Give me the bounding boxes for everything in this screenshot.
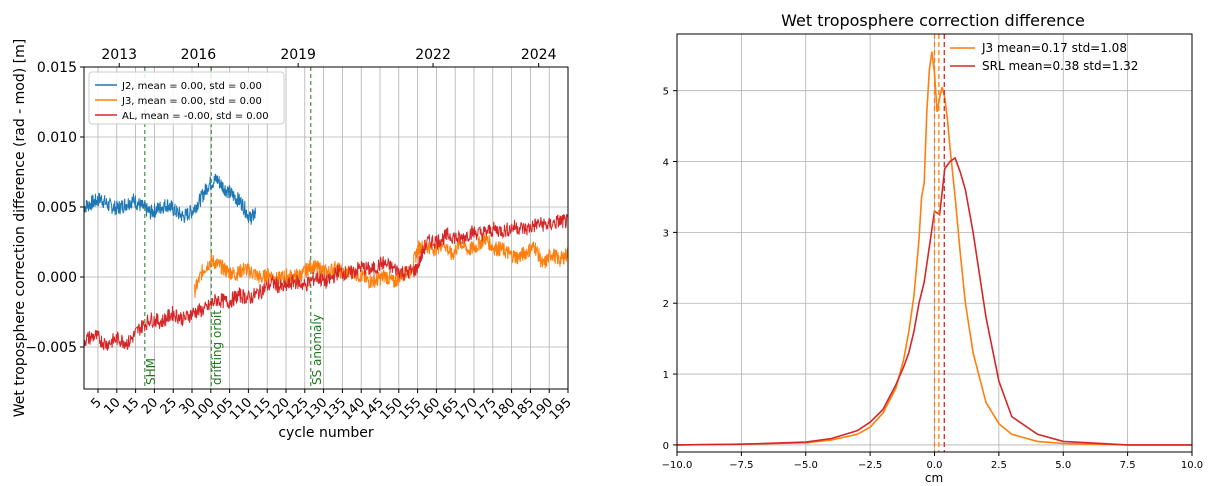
- left-legend-label: AL, mean = -0.00, std = 0.00: [122, 111, 269, 122]
- right-y-tick-label: 4: [663, 158, 669, 169]
- left-series-line: [194, 232, 569, 298]
- right-series-line: [676, 51, 1192, 446]
- right-x-tick-label: −5.0: [794, 460, 818, 471]
- left-event-label: SHM: [144, 358, 158, 385]
- right-mean-lines: [933, 34, 945, 452]
- left-ylabel: Wet troposphere correction difference (r…: [12, 39, 28, 417]
- left-legend-box: [88, 71, 285, 125]
- left-series-line: [83, 213, 569, 351]
- right-y-tick-label: 2: [663, 299, 669, 310]
- right-x-ticks: −10.0 −7.5 −5.0 −2.5 0.0 2.5 5.0 7.5 10.0: [662, 452, 1203, 471]
- left-y-tick-label: 0.005: [37, 200, 77, 216]
- left-event-label: SS anomaly: [310, 314, 324, 385]
- left-y-tick-label: 0.010: [37, 130, 77, 146]
- right-y-tick-label: 3: [663, 228, 669, 239]
- right-title: Wet troposphere correction difference: [781, 11, 1085, 30]
- right-x-tick-label: −10.0: [662, 460, 693, 471]
- right-x-tick-label: 2.5: [991, 460, 1007, 471]
- left-top-tick-label: 2019: [280, 47, 316, 63]
- left-top-x-ticks: 2013 2016 2019 2022 2024: [101, 47, 557, 67]
- left-series: [83, 173, 569, 351]
- right-x-tick-label: 0.0: [927, 460, 943, 471]
- left-top-tick-label: 2016: [181, 47, 217, 63]
- right-x-tick-label: −2.5: [858, 460, 882, 471]
- left-event-lines: SHM drifting orbit SS anomaly: [144, 67, 324, 389]
- right-x-tick-label: 5.0: [1055, 460, 1071, 471]
- left-plot-frame: [83, 66, 569, 390]
- right-legend-label: J3 mean=0.17 std=1.08: [981, 41, 1127, 55]
- left-legend: J2, mean = 0.00, std = 0.00 J3, mean = 0.…: [88, 71, 285, 125]
- left-event-label: drifting orbit: [210, 310, 224, 385]
- left-series-line: [83, 173, 256, 225]
- left-x-ticks: 5101520253010010511011512012513013514014…: [88, 389, 575, 423]
- left-top-tick-label: 2024: [521, 47, 557, 63]
- left-top-tick-label: 2013: [101, 47, 137, 63]
- left-y-tick-label: 0.000: [37, 270, 77, 286]
- left-top-tick-label: 2022: [415, 47, 451, 63]
- right-legend: J3 mean=0.17 std=1.08 SRL mean=0.38 std=1…: [950, 41, 1138, 73]
- right-y-ticks: 0 1 2 3 4 5: [663, 87, 677, 452]
- right-y-tick-label: 5: [663, 87, 669, 98]
- left-legend-label: J2, mean = 0.00, std = 0.00: [121, 81, 262, 92]
- left-y-ticks: 0.015 0.010 0.005 0.000 −0.005: [25, 60, 84, 356]
- right-x-tick-label: −7.5: [729, 460, 753, 471]
- left-x-tick-label: 195: [547, 395, 575, 423]
- left-y-tick-label: −0.005: [25, 340, 77, 356]
- left-y-tick-label: 0.015: [37, 60, 77, 76]
- right-chart: Wet troposphere correction difference 0 1…: [662, 11, 1203, 485]
- right-y-tick-label: 1: [663, 370, 669, 381]
- left-chart: SHM drifting orbit SS anomaly 0.0150.0100.…: [12, 39, 575, 441]
- right-xlabel: cm: [925, 471, 943, 485]
- right-x-tick-label: 7.5: [1120, 460, 1136, 471]
- left-legend-label: J3, mean = 0.00, std = 0.00: [121, 96, 262, 107]
- left-xlabel: cycle number: [278, 425, 374, 441]
- right-legend-label: SRL mean=0.38 std=1.32: [982, 59, 1138, 73]
- right-y-tick-label: 0: [663, 441, 669, 452]
- right-x-tick-label: 10.0: [1181, 460, 1203, 471]
